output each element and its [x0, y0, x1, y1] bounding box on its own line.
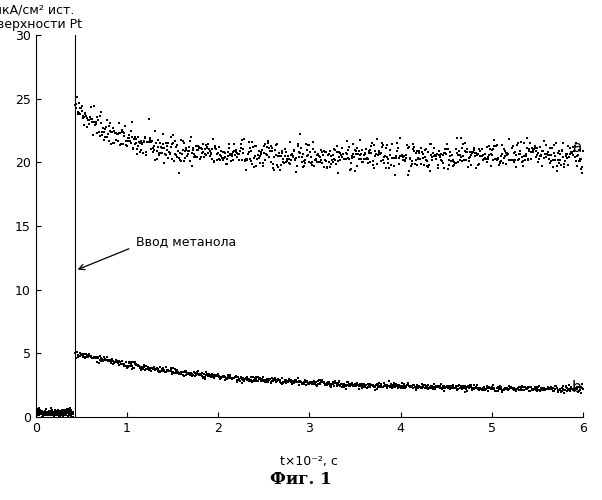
- Text: t×10⁻², с: t×10⁻², с: [281, 456, 338, 468]
- Text: Фиг. 1: Фиг. 1: [270, 470, 332, 488]
- Text: i, мкА/см² ист.
поверхности Pt: i, мкА/см² ист. поверхности Pt: [0, 3, 82, 31]
- Text: a: a: [572, 140, 582, 154]
- Text: b: b: [572, 380, 582, 396]
- Text: Ввод метанола: Ввод метанола: [136, 235, 237, 248]
